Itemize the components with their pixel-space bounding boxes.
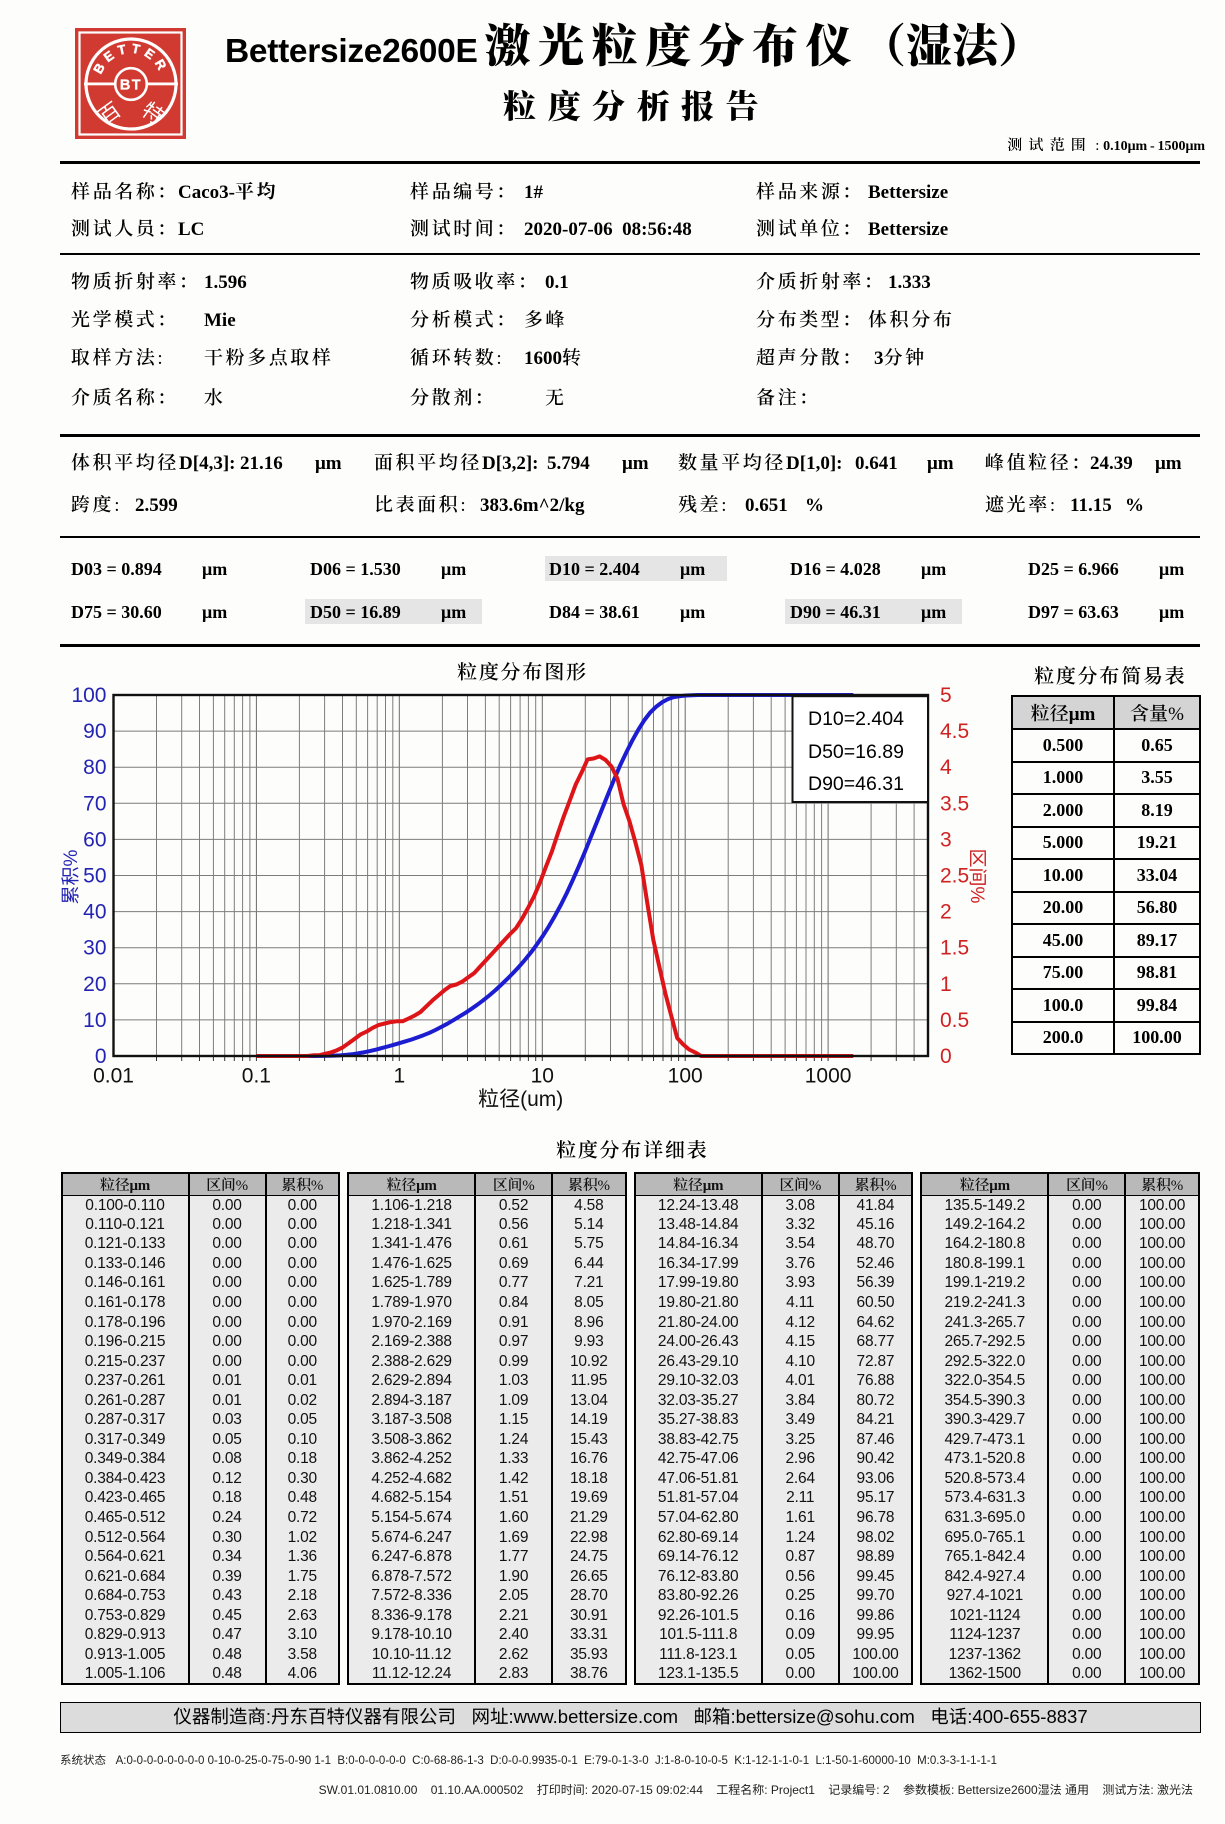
svg-text:40: 40 (83, 901, 106, 924)
svg-text:D10=2.404: D10=2.404 (808, 708, 904, 730)
svg-text:0: 0 (95, 1045, 107, 1068)
svg-text:4: 4 (940, 756, 952, 779)
svg-text:70: 70 (83, 792, 106, 815)
svg-text:80: 80 (83, 756, 106, 779)
svg-text:累积%: 累积% (61, 849, 82, 904)
svg-text:60: 60 (83, 828, 106, 851)
svg-text:0: 0 (940, 1045, 952, 1068)
svg-text:10: 10 (531, 1065, 554, 1088)
svg-text:50: 50 (83, 865, 106, 888)
svg-text:3: 3 (940, 828, 952, 851)
svg-text:D50=16.89: D50=16.89 (808, 741, 904, 763)
svg-text:BT: BT (120, 78, 142, 94)
svg-text:30: 30 (83, 937, 106, 960)
svg-text:1: 1 (940, 973, 952, 996)
svg-text:粒径(um): 粒径(um) (478, 1088, 563, 1111)
svg-text:0.5: 0.5 (940, 1009, 969, 1032)
svg-text:5: 5 (940, 684, 952, 707)
svg-text:0.01: 0.01 (93, 1065, 134, 1088)
svg-text:1.5: 1.5 (940, 937, 969, 960)
svg-text:100: 100 (668, 1065, 703, 1088)
svg-text:10: 10 (83, 1009, 106, 1032)
svg-text:2: 2 (940, 901, 952, 924)
svg-text:90: 90 (83, 720, 106, 743)
svg-text:100: 100 (71, 684, 106, 707)
svg-text:4.5: 4.5 (940, 720, 969, 743)
svg-text:1: 1 (393, 1065, 405, 1088)
svg-text:2.5: 2.5 (940, 865, 969, 888)
svg-text:3.5: 3.5 (940, 792, 969, 815)
svg-text:1000: 1000 (805, 1065, 852, 1088)
svg-text:区间%: 区间% (966, 849, 987, 904)
svg-text:20: 20 (83, 973, 106, 996)
svg-text:D90=46.31: D90=46.31 (808, 773, 904, 795)
svg-text:0.1: 0.1 (242, 1065, 271, 1088)
